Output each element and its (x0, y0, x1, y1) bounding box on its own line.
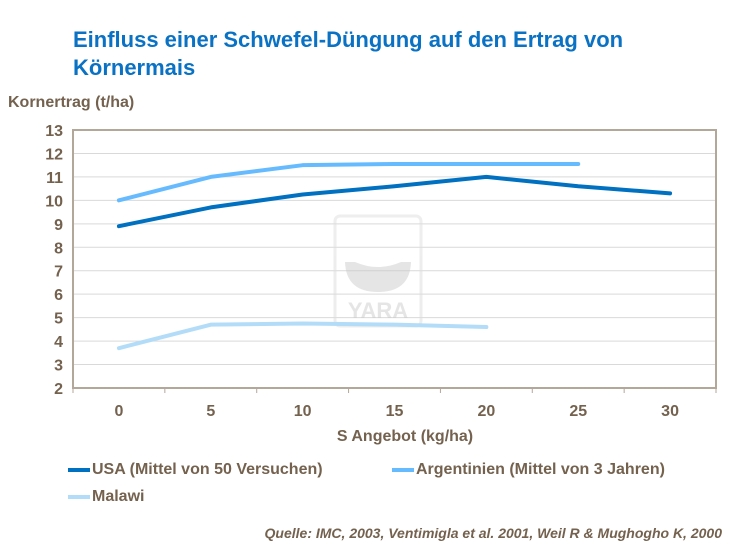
legend-label: Argentinien (Mittel von 3 Jahren) (416, 461, 665, 478)
legend-item-argentinien: Argentinien (Mittel von 3 Jahren) (392, 461, 665, 479)
x-axis-label: S Angebot (kg/ha) (336, 428, 474, 445)
y-tick-label: 2 (54, 381, 63, 398)
legend-item-malawi: Malawi (68, 488, 144, 506)
source-note: Quelle: IMC, 2003, Ventimigla et al. 200… (264, 525, 722, 541)
y-tick-label: 3 (54, 358, 63, 375)
series-line-0 (116, 174, 673, 229)
y-tick-label: 12 (45, 146, 63, 163)
x-tick-label: 10 (294, 403, 312, 420)
plot-frame (72, 129, 717, 389)
x-tick-label: 25 (569, 403, 587, 420)
y-axis-label: Kornertrag (t/ha) (8, 94, 135, 111)
svg-text:YARA: YARA (348, 298, 408, 323)
y-tick-label: 4 (54, 334, 63, 351)
series-line-1 (116, 162, 581, 203)
y-tick-label: 7 (54, 264, 63, 281)
y-tick-label: 6 (54, 287, 63, 304)
legend-label: Malawi (92, 488, 145, 505)
y-tick-label: 11 (46, 170, 63, 187)
x-tick-label: 5 (206, 403, 215, 420)
y-tick-label: 10 (45, 193, 63, 210)
x-tick-label: 20 (477, 403, 495, 420)
x-tick-label: 30 (661, 403, 679, 420)
chart-title: Einfluss einer Schwefel-Düngung auf den … (73, 27, 624, 80)
y-tick-label: 9 (54, 217, 63, 234)
legend-swatch (68, 468, 90, 472)
y-tick-label: 8 (54, 240, 63, 257)
legend-swatch (68, 495, 90, 499)
y-tick-label: 13 (45, 123, 63, 140)
y-tick-label: 5 (54, 311, 63, 328)
legend-label: USA (Mittel von 50 Versuchen) (92, 461, 323, 478)
x-tick-label: 0 (114, 403, 123, 420)
legend-item-usa: USA (Mittel von 50 Versuchen) (68, 461, 323, 479)
legend-swatch (392, 468, 414, 472)
series-line-2 (116, 321, 489, 351)
x-tick-label: 15 (386, 403, 404, 420)
yara-watermark-logo: YARA (333, 214, 423, 328)
